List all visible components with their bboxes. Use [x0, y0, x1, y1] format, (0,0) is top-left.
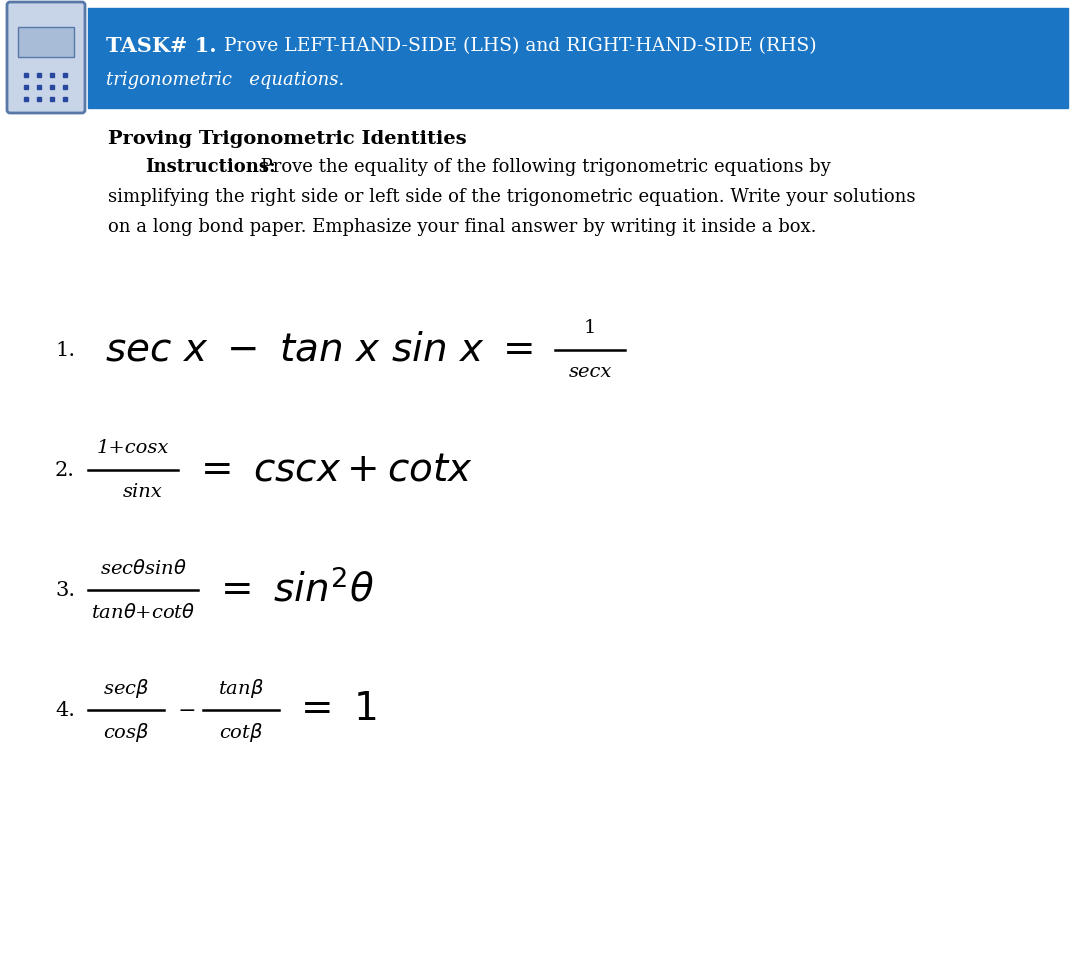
Bar — [18, 27, 75, 57]
Text: $\mathit{=\ sin^2\theta}$: $\mathit{=\ sin^2\theta}$ — [213, 570, 375, 610]
Bar — [87, 8, 1068, 108]
Text: TASK# 1.: TASK# 1. — [106, 36, 217, 56]
Text: tan$\theta$+cot$\theta$: tan$\theta$+cot$\theta$ — [91, 603, 195, 622]
Text: simplifying the right side or left side of the trigonometric equation. Write you: simplifying the right side or left side … — [108, 188, 916, 206]
Text: Instructions:: Instructions: — [145, 158, 275, 176]
Text: –: – — [178, 694, 194, 726]
Text: trigonometric   equations.: trigonometric equations. — [106, 71, 345, 89]
Text: 3.: 3. — [55, 581, 76, 600]
Text: tan$\beta$: tan$\beta$ — [218, 676, 264, 699]
Text: secx: secx — [568, 363, 611, 381]
Text: $\mathit{=\ cscx + cotx}$: $\mathit{=\ cscx + cotx}$ — [193, 451, 473, 489]
Text: $\mathit{sec\ x\ -\ tan\ x\ sin\ x\ =}$: $\mathit{sec\ x\ -\ tan\ x\ sin\ x\ =}$ — [105, 331, 534, 369]
Text: sinx: sinx — [123, 483, 163, 501]
Text: Proving Trigonometric Identities: Proving Trigonometric Identities — [108, 130, 467, 148]
Text: 1+cosx: 1+cosx — [97, 439, 170, 457]
Text: 2.: 2. — [55, 461, 75, 480]
Text: cos$\beta$: cos$\beta$ — [103, 720, 149, 743]
Text: on a long bond paper. Emphasize your final answer by writing it inside a box.: on a long bond paper. Emphasize your fin… — [108, 218, 816, 236]
Text: Prove the equality of the following trigonometric equations by: Prove the equality of the following trig… — [255, 158, 831, 176]
Text: sec$\theta$sin$\theta$: sec$\theta$sin$\theta$ — [99, 559, 187, 578]
Text: 1: 1 — [584, 319, 596, 337]
Text: 1.: 1. — [55, 340, 76, 359]
Text: $\mathit{=\ 1}$: $\mathit{=\ 1}$ — [293, 692, 377, 728]
Text: sec$\beta$: sec$\beta$ — [103, 676, 149, 699]
FancyBboxPatch shape — [6, 2, 85, 113]
Text: cot$\beta$: cot$\beta$ — [219, 720, 264, 743]
Text: 4.: 4. — [55, 700, 75, 719]
Text: Prove LEFT-HAND-SIDE (LHS) and RIGHT-HAND-SIDE (RHS): Prove LEFT-HAND-SIDE (LHS) and RIGHT-HAN… — [218, 37, 816, 55]
